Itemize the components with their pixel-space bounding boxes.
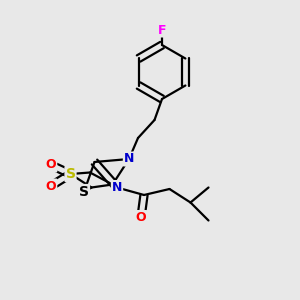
Text: O: O (136, 211, 146, 224)
Text: O: O (46, 179, 56, 193)
Text: O: O (46, 158, 56, 172)
Text: S: S (65, 167, 76, 181)
Text: F: F (158, 23, 166, 37)
Text: N: N (112, 181, 122, 194)
Text: N: N (124, 152, 134, 166)
Text: S: S (79, 185, 89, 199)
